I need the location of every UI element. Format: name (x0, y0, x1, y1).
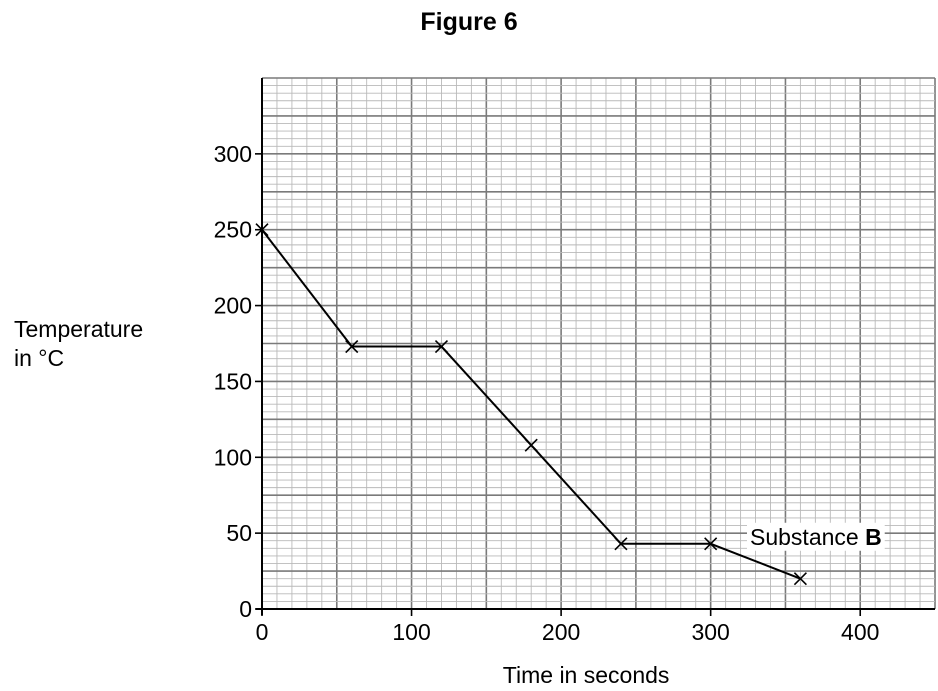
chart-labels: Substance B Time in seconds Temperature in … (14, 316, 885, 688)
data-point-marker (793, 572, 807, 586)
marker-stroke (704, 537, 718, 551)
y-tick-label: 100 (214, 444, 252, 470)
y-tick-label: 250 (214, 217, 252, 243)
x-tick-label: 200 (542, 619, 580, 645)
x-tick-label: 0 (256, 619, 269, 645)
x-tick-label: 300 (691, 619, 729, 645)
chart-ticks: 0 100 200 300 400 0 50 100 150 200 250 300 (214, 141, 880, 645)
series-label: Substance B (750, 524, 882, 550)
y-tick-label: 200 (214, 293, 252, 319)
data-point-marker (434, 339, 449, 354)
chart-axes (256, 78, 935, 615)
marker-stroke (793, 572, 807, 586)
y-tick-label: 150 (214, 368, 252, 394)
data-point-marker (255, 223, 269, 237)
marker-stroke (255, 223, 269, 237)
chart-grid (262, 77, 936, 609)
y-tick-label: 50 (226, 520, 252, 546)
y-axis-title-line: Temperature (14, 316, 143, 342)
data-point-marker (524, 438, 538, 452)
y-axis-title-line: in °C (14, 345, 64, 371)
y-tick-label: 0 (239, 596, 252, 622)
figure-title: Figure 6 (420, 8, 518, 36)
marker-stroke (434, 339, 449, 354)
marker-stroke (345, 339, 359, 354)
chart-series (255, 223, 807, 586)
data-point-marker (704, 537, 718, 551)
series-label-background (747, 522, 885, 551)
x-tick-label: 400 (841, 619, 879, 645)
marker-stroke (614, 537, 628, 551)
y-tick-label: 300 (214, 141, 252, 167)
x-tick-label: 100 (392, 619, 430, 645)
x-axis-title: Time in seconds (503, 662, 670, 688)
data-point-marker (614, 537, 628, 551)
data-point-marker (345, 339, 359, 354)
marker-stroke (524, 438, 538, 452)
